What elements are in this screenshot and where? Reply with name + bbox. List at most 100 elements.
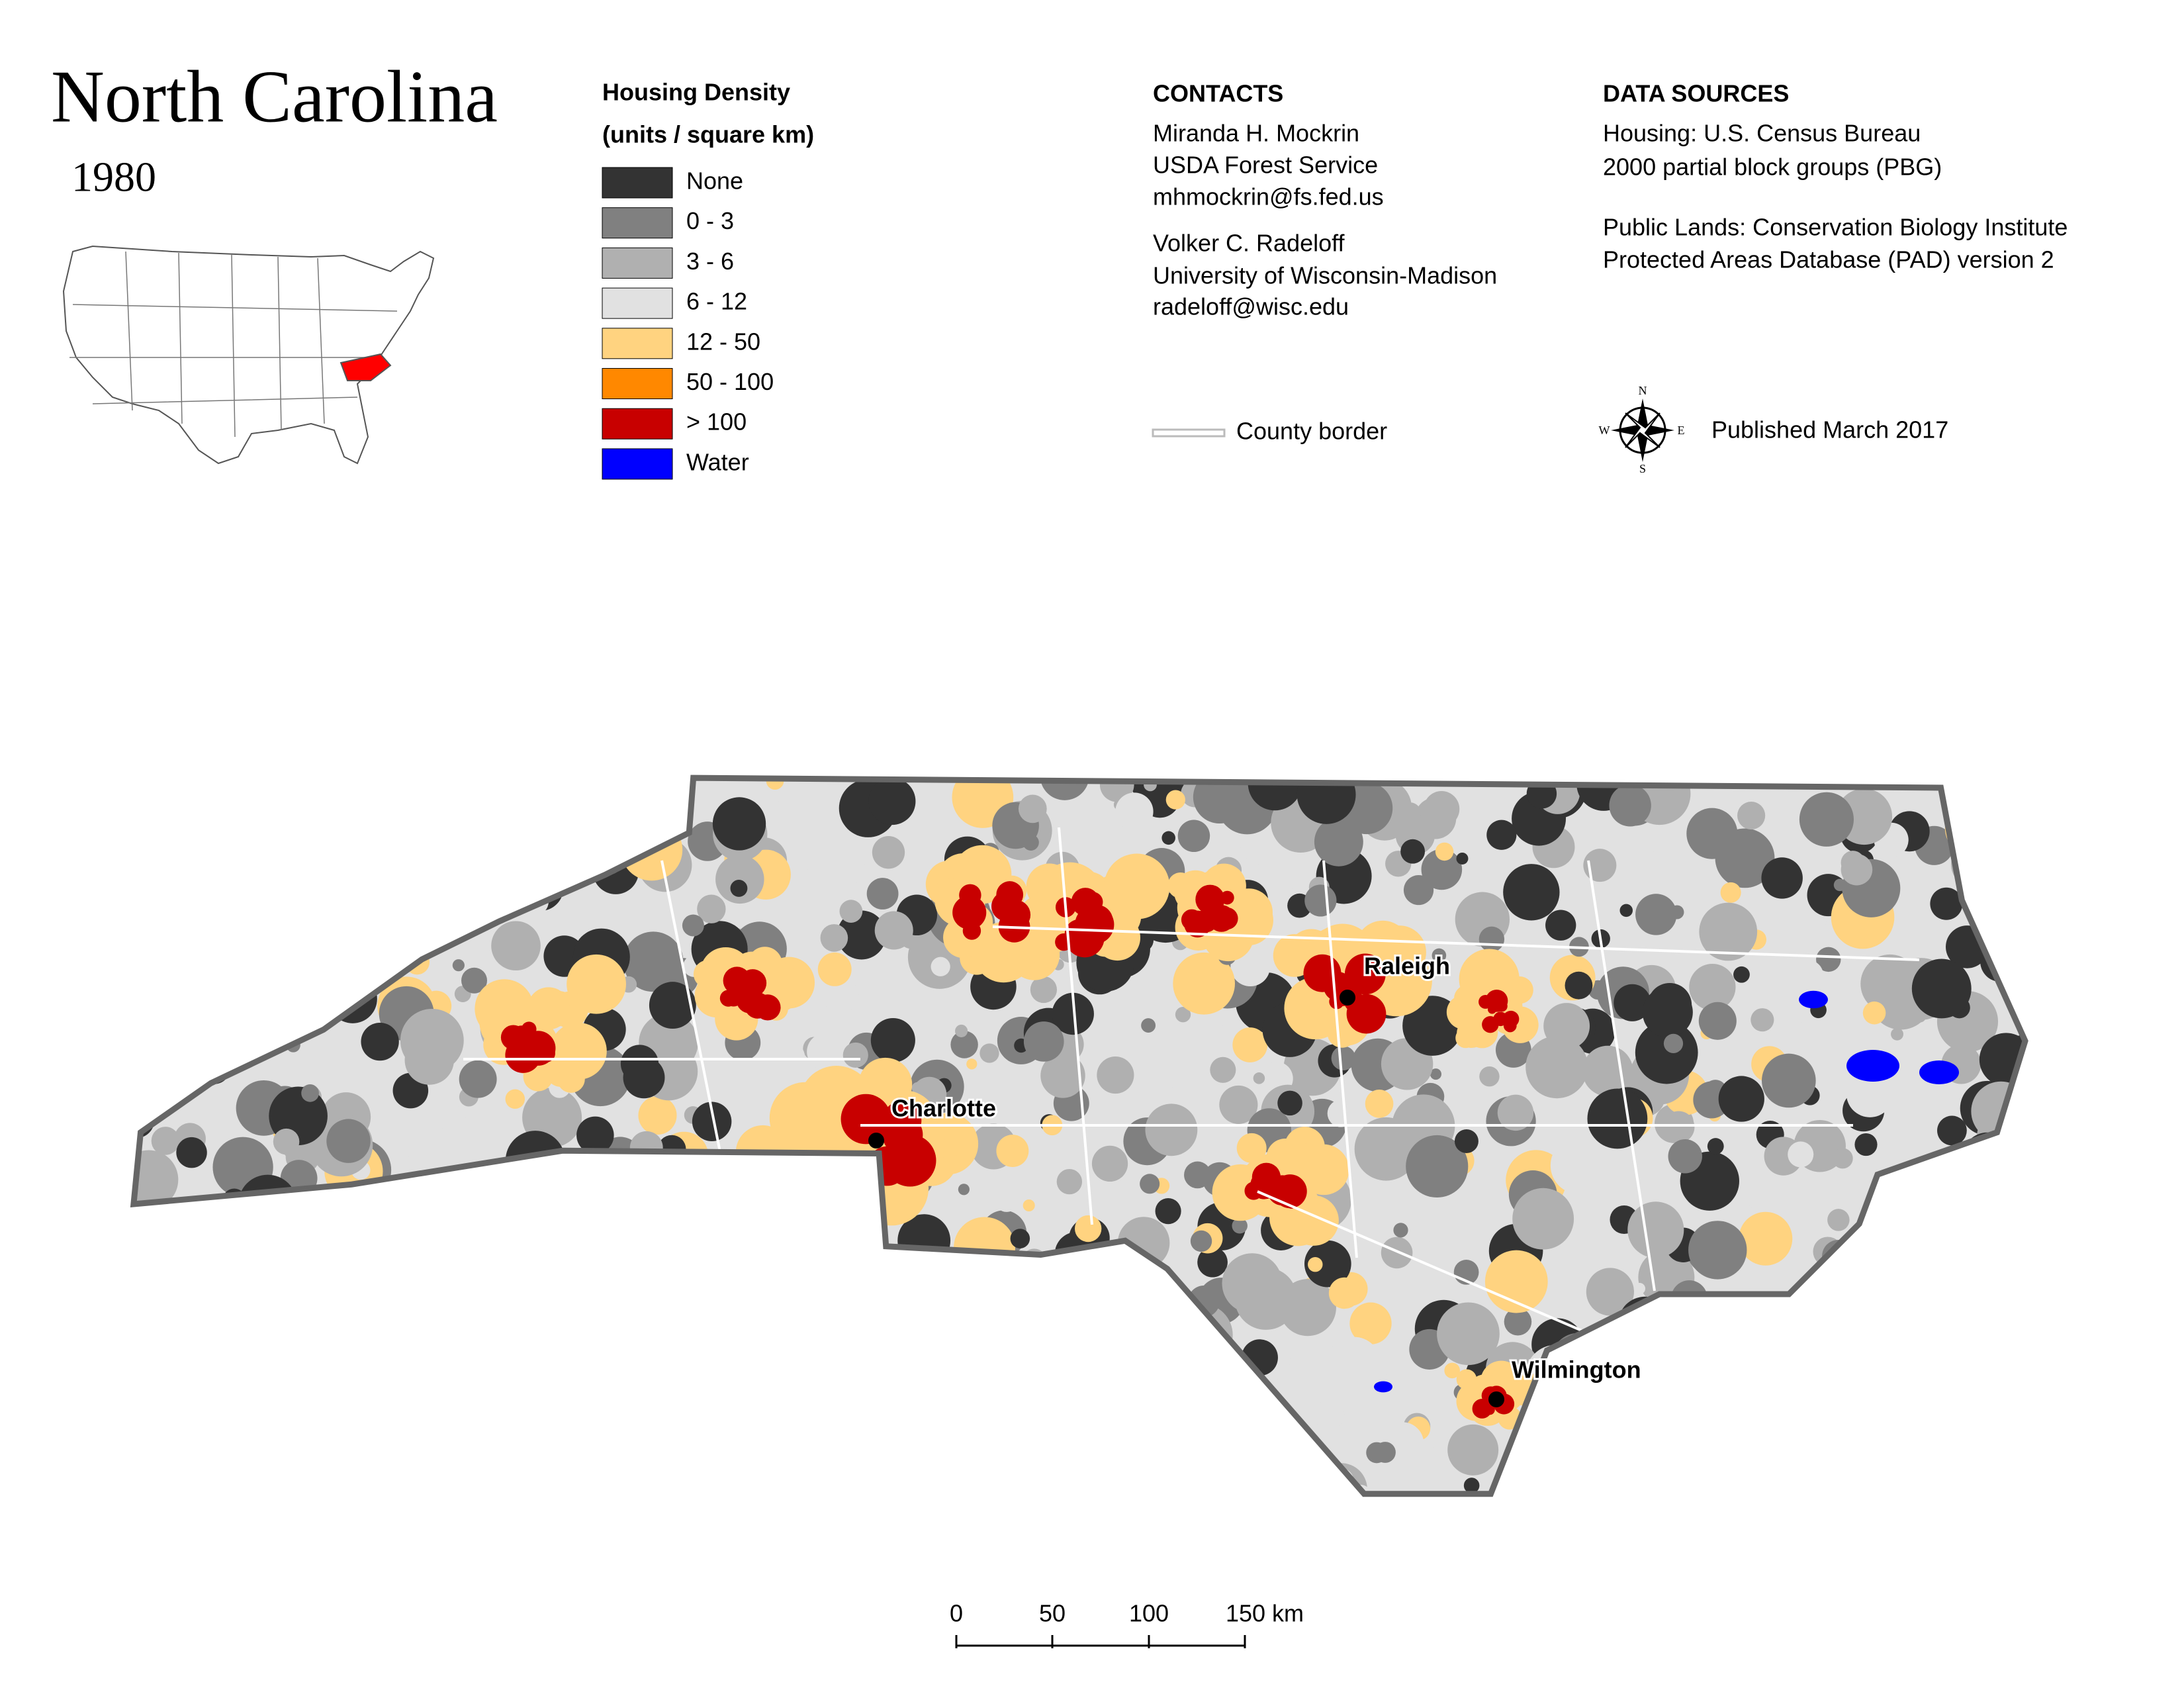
density-patch [328, 1295, 381, 1348]
density-patch [1799, 792, 1854, 847]
density-patch [1010, 1229, 1030, 1248]
density-patch [1093, 1466, 1136, 1494]
density-patch [1191, 1429, 1250, 1489]
density-patch [393, 1321, 447, 1376]
density-patch [1161, 831, 1175, 845]
density-patch [1670, 1391, 1715, 1436]
density-patch [505, 1319, 562, 1377]
density-patch [461, 967, 488, 994]
density-patch [1891, 1027, 1903, 1041]
density-patch [1083, 892, 1103, 912]
density-patch [837, 910, 886, 960]
density-patch [1472, 1399, 1492, 1419]
density-patch [236, 1456, 250, 1470]
density-patch [862, 1334, 901, 1373]
density-patch [446, 1243, 482, 1280]
contact-name: Miranda H. Mockrin [1153, 120, 1359, 147]
density-patch [1135, 1030, 1194, 1089]
density-patch [238, 1312, 260, 1334]
density-patch [1962, 1223, 1977, 1239]
density-patch [1958, 1336, 1991, 1368]
density-patch [189, 1291, 248, 1349]
density-patch [1344, 953, 1386, 995]
density-patch [775, 1042, 805, 1072]
density-patch [1958, 844, 2001, 886]
density-patch [518, 1299, 531, 1312]
density-patch [304, 838, 354, 888]
density-patch [655, 1409, 701, 1455]
density-patch [1193, 778, 1246, 824]
density-patch [1409, 1495, 1424, 1509]
density-patch [430, 1472, 468, 1494]
density-patch [976, 1378, 1037, 1439]
density-patch [1297, 778, 1356, 824]
density-patch [387, 1254, 404, 1271]
density-patch [283, 1288, 334, 1340]
density-patch [540, 1413, 556, 1429]
density-patch [1543, 1003, 1590, 1049]
density-patch [1929, 1370, 1974, 1415]
density-patch [1327, 1100, 1355, 1127]
density-patch [1220, 890, 1234, 905]
density-patch [330, 1378, 379, 1428]
density-patch [815, 1170, 868, 1224]
density-patch [1109, 861, 1153, 905]
density-patch [1839, 1280, 1856, 1297]
density-patch [1989, 916, 2025, 959]
density-patch [1503, 864, 1560, 921]
density-patch [587, 1442, 649, 1494]
density-patch [1542, 1399, 1580, 1438]
legend-label: 0 - 3 [686, 207, 734, 234]
density-patch [918, 1445, 952, 1479]
density-patch [631, 1204, 671, 1244]
density-patch [604, 1247, 645, 1288]
contact-org: University of Wisconsin-Madison [1153, 262, 1497, 289]
density-patch [1956, 1358, 1994, 1395]
density-patch [1144, 1289, 1165, 1310]
density-patch [1058, 1466, 1117, 1494]
density-patch [1944, 1396, 1956, 1409]
density-patch [474, 1165, 521, 1212]
density-patch [1803, 1451, 1850, 1494]
density-patch [1482, 1016, 1499, 1033]
density-patch [837, 1382, 887, 1432]
density-patch [1846, 1070, 1894, 1117]
scale-label: 0 [950, 1600, 963, 1627]
density-patch [1354, 1117, 1418, 1181]
density-patch [263, 1264, 304, 1305]
density-patch [448, 1415, 475, 1442]
density-patch [2033, 912, 2057, 935]
density-patch [996, 881, 1024, 908]
water-body [1919, 1060, 1959, 1084]
density-patch [1375, 1442, 1396, 1463]
density-patch [834, 1395, 848, 1410]
contacts-heading: CONTACTS [1153, 80, 1283, 107]
density-patch [1960, 1213, 2008, 1262]
density-patch [1304, 884, 1337, 917]
density-patch [839, 900, 863, 923]
county-border-symbol [1152, 428, 1226, 438]
density-patch [326, 1119, 371, 1163]
density-patch [637, 1333, 676, 1372]
density-patch [931, 1283, 987, 1339]
density-patch [330, 854, 394, 918]
density-patch [302, 1310, 316, 1325]
density-patch [410, 1209, 443, 1241]
density-patch [653, 1275, 708, 1331]
density-patch [549, 1022, 607, 1080]
density-patch [296, 1018, 312, 1034]
density-patch [1454, 1129, 1479, 1153]
density-patch [2001, 1448, 2025, 1494]
density-patch [1030, 976, 1058, 1004]
density-patch [314, 1208, 345, 1240]
density-patch [133, 794, 163, 845]
density-patch [1871, 1338, 1915, 1383]
source-line: Protected Areas Database (PAD) version 2 [1603, 246, 2054, 273]
density-patch [1403, 875, 1434, 906]
density-patch [1570, 1474, 1620, 1494]
density-patch [1551, 1377, 1591, 1417]
density-patch [1525, 1035, 1588, 1099]
source-line: Housing: U.S. Census Bureau [1603, 120, 1921, 147]
density-patch [942, 1383, 997, 1438]
density-patch [872, 836, 905, 869]
